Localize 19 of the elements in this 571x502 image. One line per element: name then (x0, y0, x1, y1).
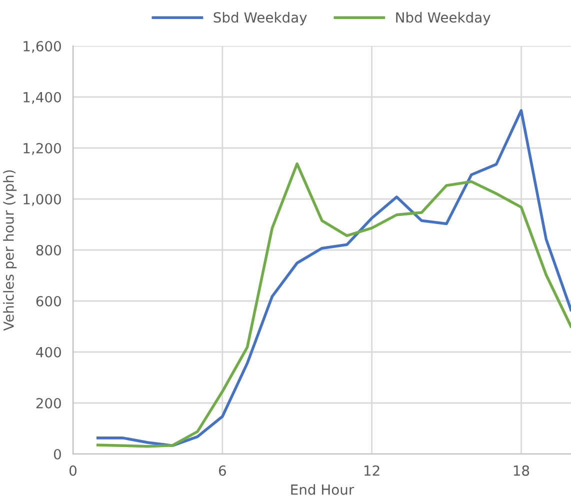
y-tick-label: 1,600 (24, 40, 61, 53)
legend-label: Sbd Weekday (214, 12, 307, 26)
legend-label: Nbd Weekday (396, 12, 490, 26)
y-tick-label: 400 (36, 346, 61, 358)
y-tick-label: 1,000 (24, 194, 61, 206)
x-tick-label: 6 (218, 465, 226, 476)
y-tick-label: 600 (36, 296, 61, 306)
x-tick-label: 18 (514, 465, 530, 476)
y-tick-label: 0 (54, 448, 61, 460)
line-series (96, 162, 571, 448)
y-tick-label: 200 (36, 398, 61, 408)
x-axis-title: End Hour (291, 484, 354, 495)
line-series (96, 109, 571, 447)
x-tick-label: 12 (364, 465, 380, 476)
y-tick-label: 800 (36, 244, 61, 256)
y-tick-label: 1,200 (24, 142, 61, 155)
y-tick-label: 1,400 (24, 92, 61, 104)
y-axis-title: Vehicles per hour (vph) (3, 170, 17, 331)
x-tick-label: 0 (69, 465, 76, 476)
